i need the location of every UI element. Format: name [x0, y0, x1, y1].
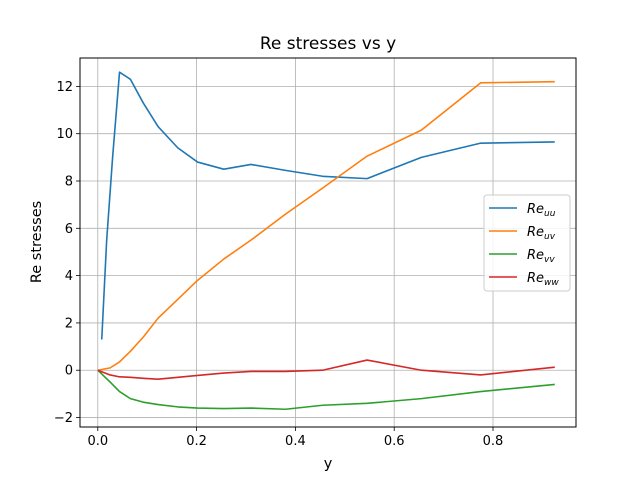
y-tick-label: −2 — [54, 411, 73, 426]
series-lines — [97, 71, 555, 411]
x-axis-label: y — [324, 456, 333, 472]
legend-box — [483, 194, 571, 292]
x-tick-label: 0.2 — [186, 434, 207, 449]
legend: Reuu Reuv Revv Reww — [483, 194, 571, 292]
series-line-ww — [97, 359, 555, 381]
series-line-uv — [97, 80, 555, 372]
y-tick-label: 10 — [56, 127, 73, 142]
y-tick-label: 4 — [65, 269, 73, 284]
grid-lines — [80, 58, 576, 427]
chart-title: Re stresses vs y — [260, 34, 396, 54]
y-tick-label: 0 — [65, 364, 73, 379]
y-axis-label: Re stresses — [29, 201, 45, 283]
legend-label-ww: Reww — [527, 271, 559, 288]
y-tick-label: 2 — [65, 316, 73, 331]
y-tick-label: 6 — [65, 222, 73, 237]
x-tick-label: 0.8 — [483, 434, 504, 449]
series-line-vv — [97, 369, 555, 411]
legend-label-uu: Reuu — [527, 202, 556, 219]
x-tick-label: 0.6 — [384, 434, 405, 449]
plot-frame — [79, 57, 577, 428]
y-tick-label: 8 — [65, 175, 73, 190]
y-tick-label: 12 — [56, 80, 73, 95]
x-tick-label: 0.0 — [87, 434, 108, 449]
series-line-uu — [100, 71, 555, 340]
axis-ticks: 0.0 0.2 0.4 0.6 0.8 −2 0 2 4 6 8 10 12 — [54, 80, 504, 449]
x-tick-label: 0.4 — [285, 434, 306, 449]
legend-label-uv: Reuv — [527, 225, 556, 242]
legend-label-vv: Revv — [527, 248, 555, 265]
